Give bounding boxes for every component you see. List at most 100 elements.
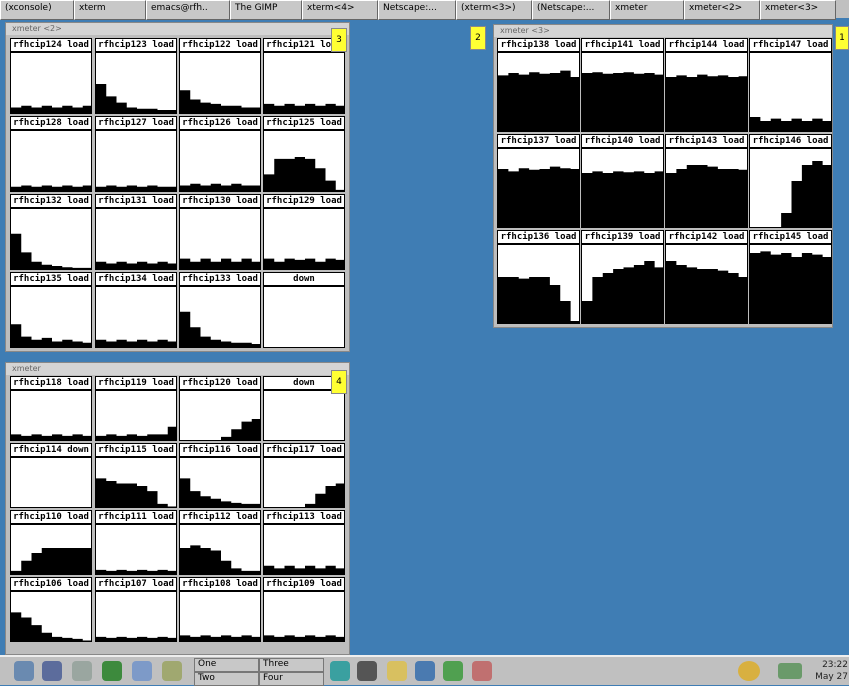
task-button[interactable]: xterm xyxy=(74,0,146,20)
icon[interactable] xyxy=(738,661,760,681)
meter-label: rfhcip141 load xyxy=(581,38,664,52)
load-area xyxy=(264,259,345,270)
icon[interactable] xyxy=(415,661,435,681)
icon[interactable] xyxy=(14,661,34,681)
meter-graph xyxy=(665,244,748,324)
icon[interactable] xyxy=(132,661,152,681)
meter-label: rfhcip107 load xyxy=(95,577,177,591)
load-area xyxy=(498,71,580,132)
meter-label: rfhcip118 load xyxy=(10,376,92,390)
icon[interactable] xyxy=(162,661,182,681)
meter-graph xyxy=(95,524,177,575)
load-area xyxy=(750,161,832,228)
meter-label: rfhcip131 load xyxy=(95,194,177,208)
load-area xyxy=(180,545,261,575)
load-area xyxy=(11,612,92,642)
icon[interactable] xyxy=(443,661,463,681)
load-area xyxy=(96,637,177,642)
window-title: xmeter <3> xyxy=(494,25,832,37)
load-area xyxy=(264,635,345,642)
meter-label: rfhcip126 load xyxy=(179,116,261,130)
meter-label: rfhcip130 load xyxy=(179,194,261,208)
task-button[interactable]: xmeter xyxy=(610,0,684,20)
load-area xyxy=(264,104,345,114)
note: 4 xyxy=(331,370,347,394)
note: 1 xyxy=(835,26,849,50)
load-area xyxy=(180,184,261,192)
load-area xyxy=(264,157,345,192)
load-area xyxy=(264,566,345,575)
meter-label: rfhcip122 load xyxy=(179,38,261,52)
load-area xyxy=(11,234,92,270)
task-button[interactable]: xmeter<3> xyxy=(760,0,836,20)
icon[interactable] xyxy=(357,661,377,681)
pager-desk[interactable]: One xyxy=(194,658,259,672)
load-area xyxy=(11,186,92,192)
load-area xyxy=(11,434,92,441)
task-button[interactable]: Netscape:... xyxy=(378,0,456,20)
meter-graph xyxy=(179,286,261,348)
icon[interactable] xyxy=(102,661,122,681)
load-area xyxy=(180,478,261,508)
meter-graph xyxy=(581,244,664,324)
meter-graph xyxy=(10,524,92,575)
meter-label: rfhcip111 load xyxy=(95,510,177,524)
task-button[interactable]: xmeter<2> xyxy=(684,0,760,20)
task-button[interactable]: xterm<4> xyxy=(302,0,378,20)
meter-graph xyxy=(179,524,261,575)
meter-graph xyxy=(749,52,832,132)
meter-label: rfhcip119 load xyxy=(95,376,177,390)
meter-graph xyxy=(10,208,92,270)
meter-label: rfhcip134 load xyxy=(95,272,177,286)
load-area xyxy=(582,72,664,132)
task-button[interactable]: (Netscape:... xyxy=(532,0,610,20)
pager-desk[interactable]: Three xyxy=(259,658,324,672)
meter-graph xyxy=(10,286,92,348)
icon[interactable] xyxy=(72,661,92,681)
meter-label: rfhcip128 load xyxy=(10,116,92,130)
note: 3 xyxy=(331,28,347,52)
meter-graph xyxy=(10,390,92,441)
load-area xyxy=(180,259,261,270)
task-button[interactable]: The GIMP xyxy=(230,0,302,20)
pager-desk[interactable]: Four xyxy=(259,672,324,686)
load-area xyxy=(96,186,177,192)
meter-graph xyxy=(10,591,92,642)
meter-label: rfhcip127 load xyxy=(95,116,177,130)
meter-label: rfhcip144 load xyxy=(665,38,748,52)
load-area xyxy=(180,90,261,114)
icon[interactable] xyxy=(330,661,350,681)
meter-graph xyxy=(665,52,748,132)
meter-graph xyxy=(581,148,664,228)
meter-label: down xyxy=(263,272,345,286)
load-area xyxy=(96,340,177,348)
meter-label: rfhcip143 load xyxy=(665,134,748,148)
meter-graph xyxy=(497,148,580,228)
meter-graph xyxy=(95,130,177,192)
meter-graph xyxy=(749,148,832,228)
icon[interactable] xyxy=(387,661,407,681)
meter-graph xyxy=(95,591,177,642)
load-area xyxy=(180,312,261,348)
load-area xyxy=(498,277,580,324)
meter-graph xyxy=(581,52,664,132)
task-button[interactable]: emacs@rfh.. xyxy=(146,0,230,20)
meter-graph xyxy=(263,286,345,348)
task-button[interactable]: (xconsole) xyxy=(0,0,74,20)
meter-label: rfhcip123 load xyxy=(95,38,177,52)
meter-label: rfhcip136 load xyxy=(497,230,580,244)
meter-label: rfhcip110 load xyxy=(10,510,92,524)
meter-graph xyxy=(10,457,92,508)
task-button[interactable]: (xterm<3>) xyxy=(456,0,532,20)
meter-label: rfhcip132 load xyxy=(10,194,92,208)
pager-desk[interactable]: Two xyxy=(194,672,259,686)
icon[interactable] xyxy=(472,661,492,681)
icon[interactable] xyxy=(42,661,62,681)
meter-graph xyxy=(263,130,345,192)
meter-graph xyxy=(263,208,345,270)
icon[interactable] xyxy=(778,663,802,679)
meter-label: rfhcip137 load xyxy=(497,134,580,148)
